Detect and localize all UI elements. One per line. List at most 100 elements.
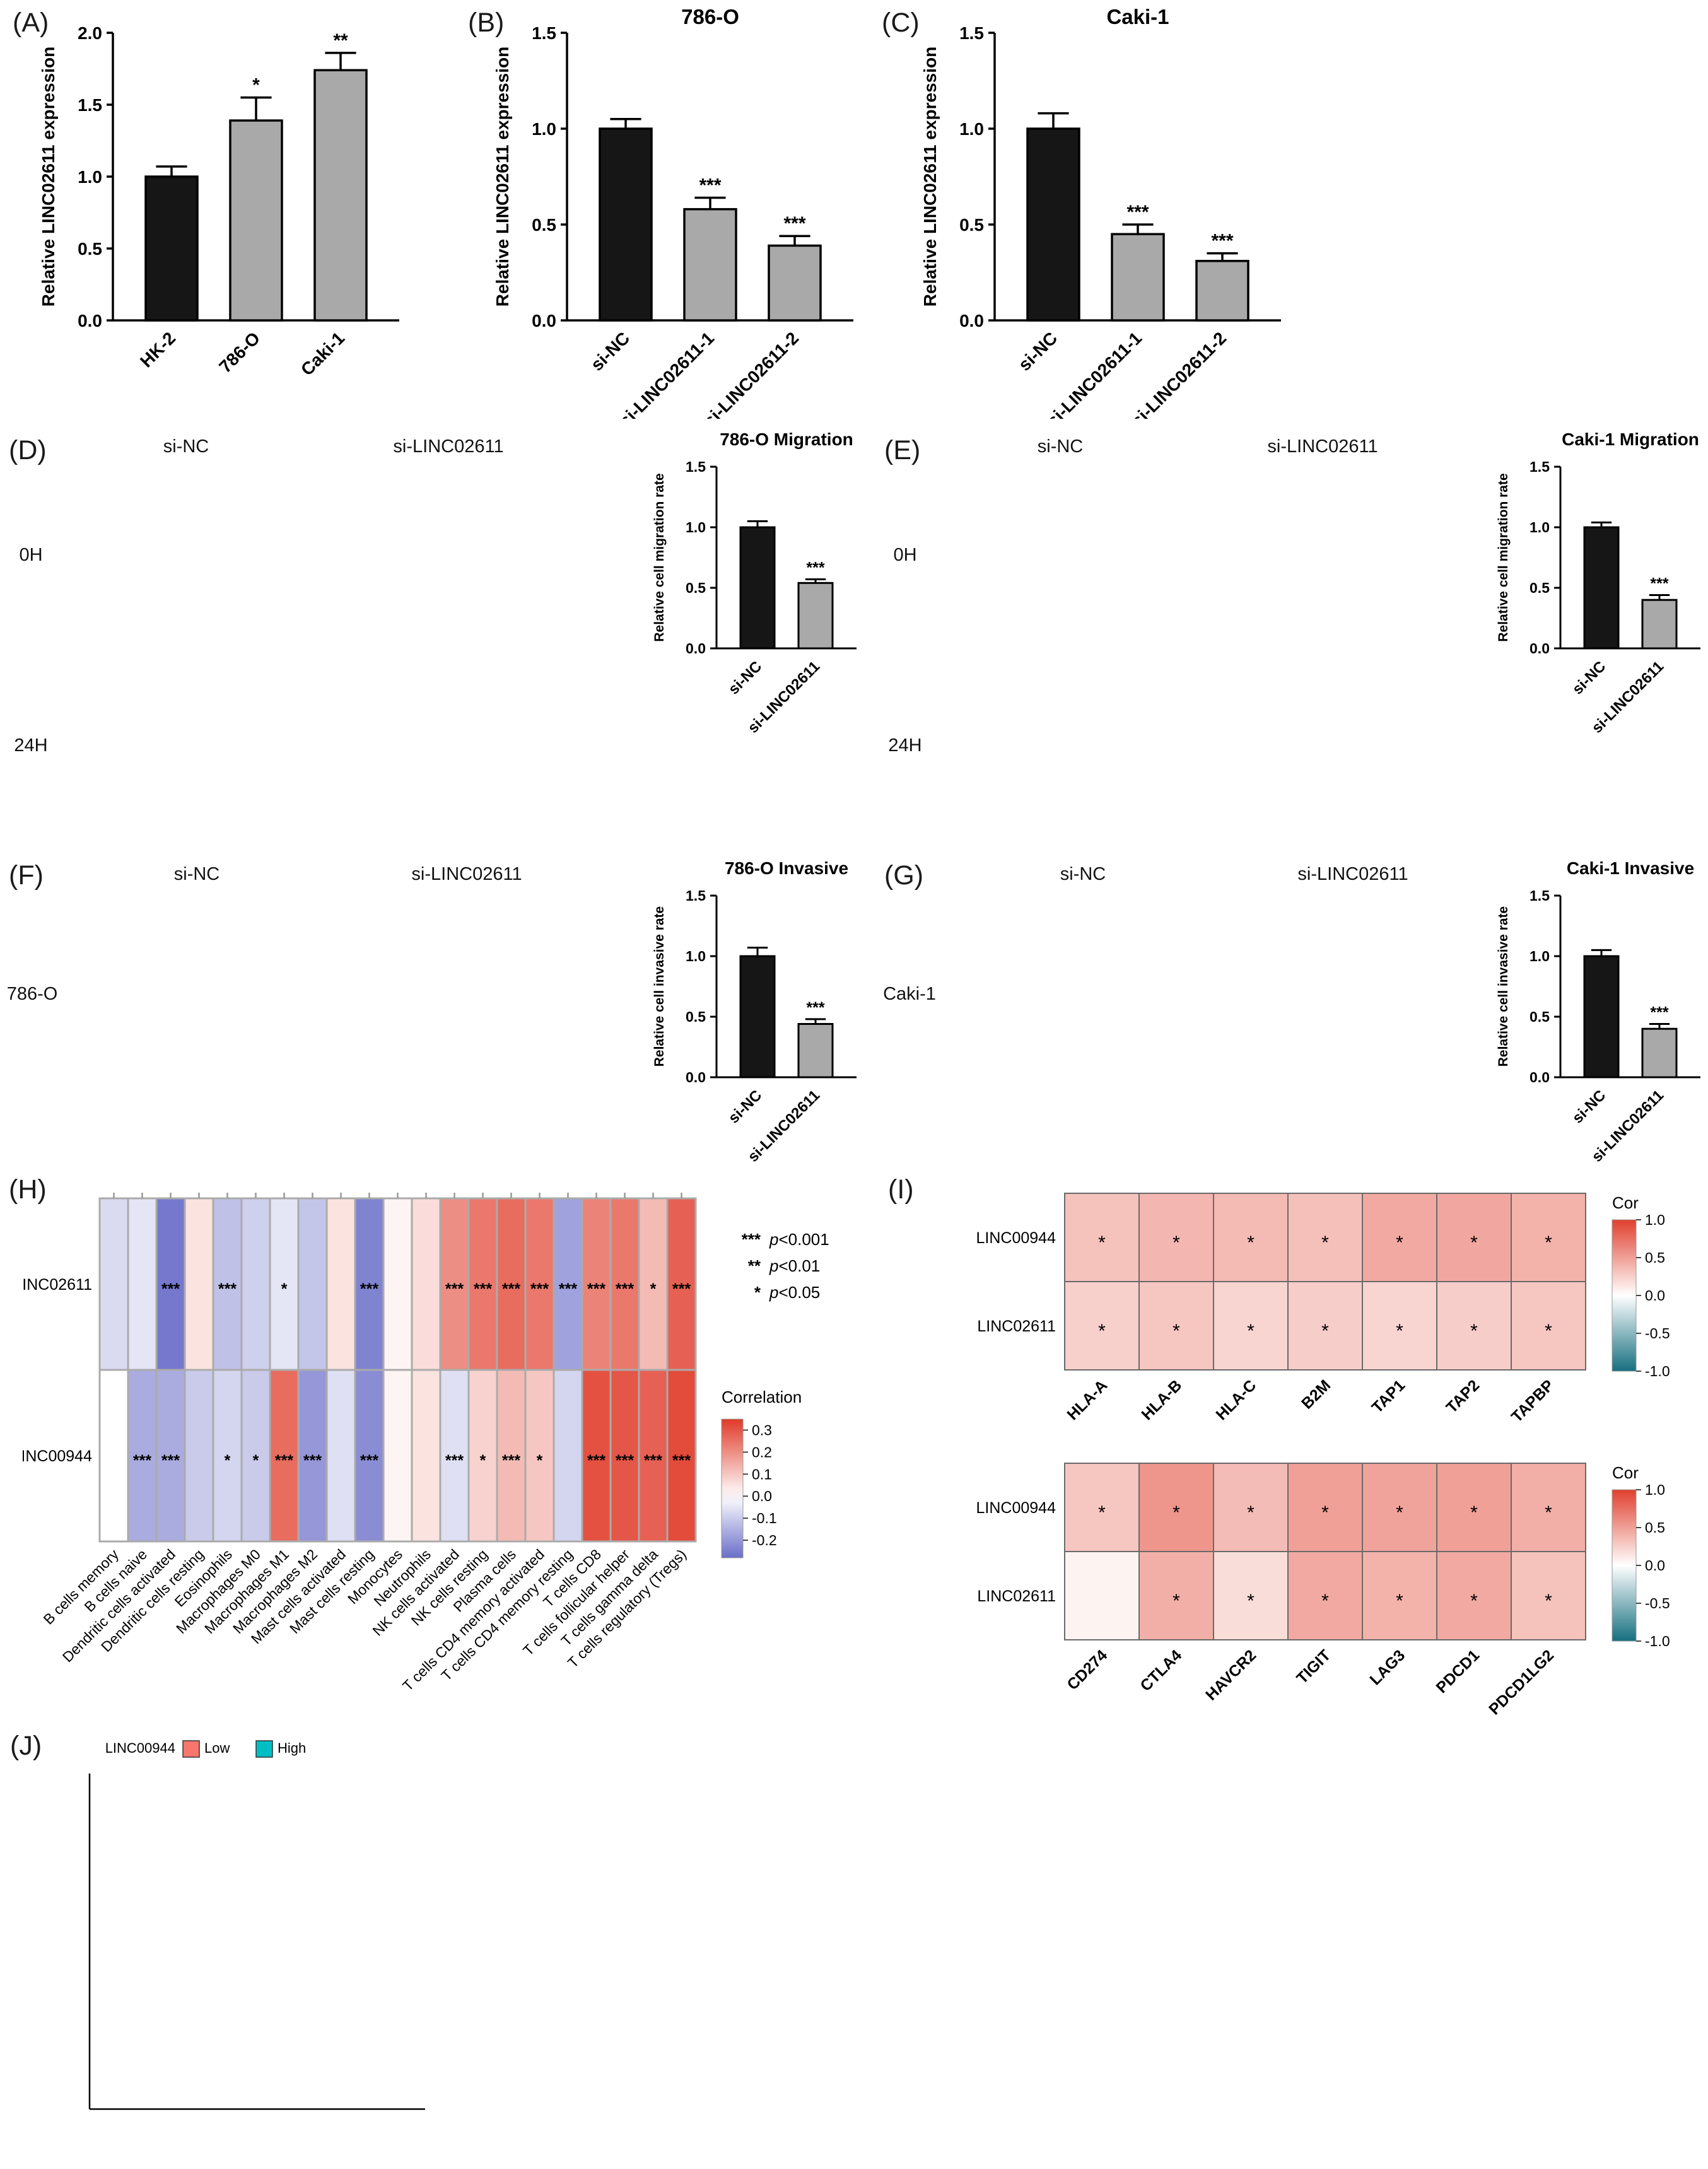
- svg-text:PDCD1LG2: PDCD1LG2: [1485, 1646, 1557, 1718]
- svg-text:***: ***: [218, 1280, 237, 1298]
- svg-text:***: ***: [445, 1452, 464, 1470]
- svg-text:***: ***: [672, 1280, 691, 1298]
- svg-text:p<0.001: p<0.001: [769, 1230, 829, 1249]
- svg-text:-1.0: -1.0: [1645, 1363, 1670, 1379]
- svg-text:*: *: [1098, 1502, 1106, 1523]
- panel-g-label: (G): [884, 860, 924, 891]
- panel-g-col-si-linc02611: si-LINC02611: [1297, 864, 1408, 884]
- panel-c-label: (C): [882, 8, 920, 38]
- svg-text:*: *: [1545, 1502, 1552, 1523]
- svg-text:p<0.05: p<0.05: [769, 1283, 820, 1302]
- panel-d-row-24h: 24H: [14, 735, 48, 756]
- svg-text:*: *: [1470, 1321, 1478, 1342]
- svg-text:***: ***: [616, 1452, 634, 1470]
- svg-text:LINC02611: LINC02611: [977, 1587, 1056, 1605]
- svg-text:1.0: 1.0: [1645, 1482, 1665, 1498]
- svg-text:Cor: Cor: [1612, 1463, 1639, 1482]
- panel-g-bar-chart: Caki-1 Invasive 0.0 0.5 1.0 1.5 Relative cell…: [1486, 855, 1707, 1199]
- svg-text:HLA-C: HLA-C: [1212, 1376, 1260, 1424]
- svg-text:HLA-B: HLA-B: [1138, 1376, 1185, 1424]
- svg-text:*: *: [650, 1280, 657, 1298]
- panel-f-label: (F): [9, 860, 44, 891]
- svg-text:***: ***: [1650, 575, 1668, 593]
- panel-i-hla-heatmap: LINC00944 * * * * * * * LINC02611 * * * * * * * HLA-A HLA…: [962, 1184, 1707, 1458]
- svg-text:*: *: [252, 75, 260, 96]
- svg-text:1.0: 1.0: [78, 167, 102, 187]
- svg-text:1.5: 1.5: [959, 23, 984, 43]
- svg-text:Relative cell invasive rate: Relative cell invasive rate: [652, 906, 667, 1067]
- svg-text:*: *: [1173, 1502, 1180, 1523]
- svg-text:***: ***: [644, 1452, 662, 1470]
- svg-text:***: ***: [672, 1452, 691, 1470]
- svg-text:HAVCR2: HAVCR2: [1202, 1646, 1260, 1704]
- svg-text:0.5: 0.5: [78, 239, 102, 259]
- svg-text:B2M: B2M: [1298, 1376, 1334, 1412]
- svg-text:***: ***: [783, 213, 805, 234]
- svg-text:***: ***: [360, 1452, 378, 1470]
- svg-text:High: High: [278, 1740, 306, 1756]
- svg-text:0.0: 0.0: [686, 640, 706, 657]
- svg-text:*: *: [1247, 1321, 1255, 1342]
- svg-text:LINC00944: LINC00944: [976, 1499, 1056, 1517]
- svg-text:***: ***: [275, 1452, 293, 1470]
- svg-text:Caki-1 Migration: Caki-1 Migration: [1562, 430, 1699, 449]
- svg-text:***: ***: [806, 559, 824, 577]
- svg-text:1.5: 1.5: [532, 23, 556, 43]
- svg-text:Relative LINC02611 expression: Relative LINC02611 expression: [920, 47, 940, 307]
- svg-text:786-O Migration: 786-O Migration: [720, 430, 853, 449]
- svg-text:*: *: [1396, 1502, 1403, 1523]
- svg-text:-1.0: -1.0: [1645, 1633, 1670, 1649]
- bar-chart-svg-F: 786-O Invasive 0.0 0.5 1.0 1.5 Relative cell …: [652, 858, 857, 1166]
- svg-text:***: ***: [303, 1452, 322, 1470]
- svg-text:Relative cell invasive rate: Relative cell invasive rate: [1496, 906, 1511, 1067]
- panel-g-row-caki1: Caki-1: [883, 984, 936, 1004]
- svg-text:0.0: 0.0: [532, 311, 556, 330]
- panel-a-bar-chart: 0.0 0.5 1.0 1.5 2.0 Relative LINC02611 expres…: [28, 3, 412, 422]
- svg-text:0.0: 0.0: [78, 311, 102, 330]
- panel-e-bar-chart: Caki-1 Migration 0.0 0.5 1.0 1.5 Relative cel…: [1486, 426, 1707, 770]
- svg-text:1.5: 1.5: [686, 459, 706, 475]
- svg-text:***: ***: [616, 1280, 634, 1298]
- svg-text:*: *: [1098, 1232, 1106, 1253]
- svg-text:Correlation: Correlation: [722, 1388, 802, 1406]
- svg-text:*: *: [1173, 1591, 1180, 1611]
- panel-b-label: (B): [468, 8, 505, 38]
- svg-text:0.3: 0.3: [752, 1422, 772, 1438]
- immune-heatmap-svg: LINC02611*******************************…: [13, 1193, 829, 1694]
- panel-e-col-si-nc: si-NC: [1037, 436, 1084, 457]
- panel-e-col-si-linc02611: si-LINC02611: [1267, 436, 1378, 457]
- svg-text:0.0: 0.0: [959, 311, 984, 330]
- panel-g-col-si-nc: si-NC: [1060, 864, 1106, 884]
- svg-text:LINC02611: LINC02611: [23, 1276, 92, 1294]
- panel-h-label: (H): [9, 1174, 47, 1205]
- bar-chart-svg-G: Caki-1 Invasive 0.0 0.5 1.0 1.5 Relative cell…: [1496, 858, 1700, 1166]
- bar-chart-svg-D: 786-O Migration 0.0 0.5 1.0 1.5 Relative cell…: [652, 430, 857, 737]
- svg-text:Relative cell migration rate: Relative cell migration rate: [1496, 473, 1511, 641]
- svg-text:Dendritic cells activated: Dendritic cells activated: [59, 1546, 178, 1665]
- svg-text:si-NC: si-NC: [587, 328, 634, 375]
- svg-text:1.0: 1.0: [532, 119, 556, 139]
- svg-text:*: *: [1545, 1591, 1552, 1611]
- svg-text:HK-2: HK-2: [136, 328, 179, 371]
- panel-d-label: (D): [9, 435, 47, 465]
- panel-i-label: (I): [888, 1174, 914, 1205]
- svg-text:1.0: 1.0: [1530, 948, 1550, 964]
- svg-text:786-O Invasive: 786-O Invasive: [725, 858, 848, 878]
- svg-text:***: ***: [806, 999, 824, 1017]
- svg-text:*: *: [1321, 1232, 1329, 1253]
- svg-text:***: ***: [502, 1280, 520, 1298]
- panel-e-row-24h: 24H: [888, 735, 922, 756]
- svg-text:786-O: 786-O: [681, 5, 739, 28]
- svg-text:*: *: [754, 1283, 761, 1302]
- panel-f-col-si-nc: si-NC: [173, 864, 220, 884]
- svg-text:1.5: 1.5: [78, 95, 102, 115]
- svg-text:***: ***: [742, 1230, 761, 1249]
- violin-svg-J1: LINC00944 Low High: [88, 1740, 425, 2110]
- panel-e-row-0h: 0H: [893, 545, 917, 565]
- svg-text:*: *: [480, 1452, 486, 1470]
- svg-text:**: **: [333, 30, 348, 51]
- svg-text:*: *: [253, 1452, 259, 1470]
- bar-chart-svg-B: 786-O 0.0 0.5 1.0 1.5 Relative LINC02611 expr…: [493, 5, 853, 431]
- svg-text:*: *: [1321, 1502, 1329, 1523]
